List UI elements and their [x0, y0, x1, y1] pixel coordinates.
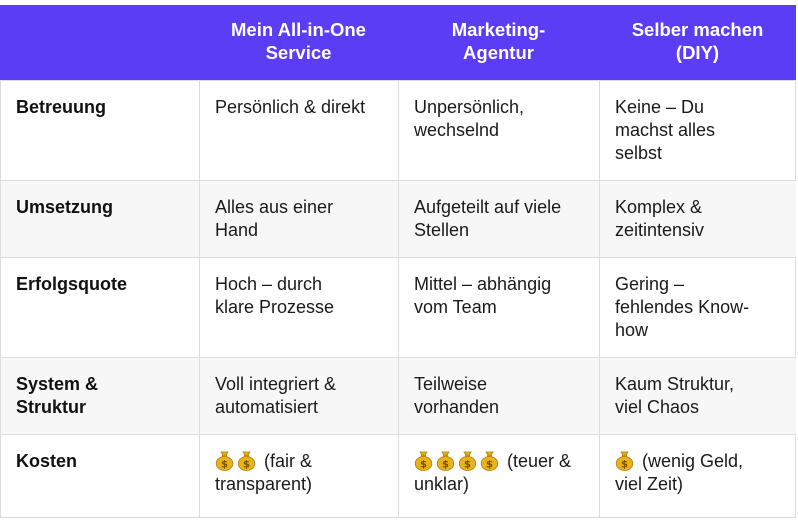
svg-text:$: $: [621, 459, 628, 470]
cell-betreuung-agency: Unpersönlich, wechselnd: [398, 80, 599, 180]
money-bag-icon: $: [237, 450, 256, 471]
cell-umsetzung-service: Alles aus einer Hand: [199, 180, 398, 257]
row-label-erfolgsquote: Erfolgsquote: [0, 257, 199, 357]
cell-betreuung-diy: Keine – Du machst alles selbst: [599, 80, 796, 180]
header-agency: Marketing- Agentur: [398, 5, 599, 80]
cell-erfolgsquote-agency: Mittel – abhängig vom Team: [398, 257, 599, 357]
money-bag-icon: $: [458, 450, 477, 471]
svg-text:$: $: [221, 459, 228, 470]
cell-betreuung-service: Persönlich & direkt: [199, 80, 398, 180]
header-all-in-one: Mein All-in-One Service: [199, 5, 398, 80]
coin-group: $ $ $ $: [414, 451, 502, 471]
money-bag-icon: $: [436, 450, 455, 471]
header-line: Agentur: [463, 42, 534, 63]
row-label-umsetzung: Umsetzung: [0, 180, 199, 257]
svg-text:$: $: [420, 459, 427, 470]
svg-text:$: $: [442, 459, 449, 470]
header-line: (DIY): [675, 42, 720, 63]
header-line: Service: [265, 42, 332, 63]
cell-erfolgsquote-diy: Gering – fehlendes Know- how: [599, 257, 796, 357]
svg-text:$: $: [486, 459, 493, 470]
money-bag-icon: $: [480, 450, 499, 471]
cell-system-agency: Teilweise vorhanden: [398, 357, 599, 434]
row-label-betreuung: Betreuung: [0, 80, 199, 180]
header-line: Mein All-in-One: [231, 19, 366, 40]
cell-erfolgsquote-service: Hoch – durch klare Prozesse: [199, 257, 398, 357]
header-line: Selber machen: [631, 19, 764, 40]
cell-umsetzung-agency: Aufgeteilt auf viele Stellen: [398, 180, 599, 257]
row-label-system-struktur: System & Struktur: [0, 357, 199, 434]
header-empty: [0, 5, 199, 80]
cell-umsetzung-diy: Komplex & zeitintensiv: [599, 180, 796, 257]
row-label-kosten: Kosten: [0, 434, 199, 518]
cell-kosten-service: $ $ (fair & transparent): [199, 434, 398, 518]
header-diy: Selber machen (DIY): [599, 5, 796, 80]
cell-system-service: Voll integriert & automatisiert: [199, 357, 398, 434]
money-bag-icon: $: [215, 450, 234, 471]
svg-text:$: $: [243, 459, 250, 470]
cell-kosten-diy: $ (wenig Geld, viel Zeit): [599, 434, 796, 518]
cell-system-diy: Kaum Struktur, viel Chaos: [599, 357, 796, 434]
coin-group: $ $: [215, 451, 259, 471]
money-bag-icon: $: [615, 450, 634, 471]
header-line: Marketing-: [451, 19, 546, 40]
money-bag-icon: $: [414, 450, 433, 471]
comparison-table: Mein All-in-One Service Marketing- Agent…: [0, 5, 796, 518]
cell-kosten-agency: $ $ $ $ (teuer & unklar): [398, 434, 599, 518]
svg-text:$: $: [464, 459, 471, 470]
coin-group: $: [615, 451, 637, 471]
